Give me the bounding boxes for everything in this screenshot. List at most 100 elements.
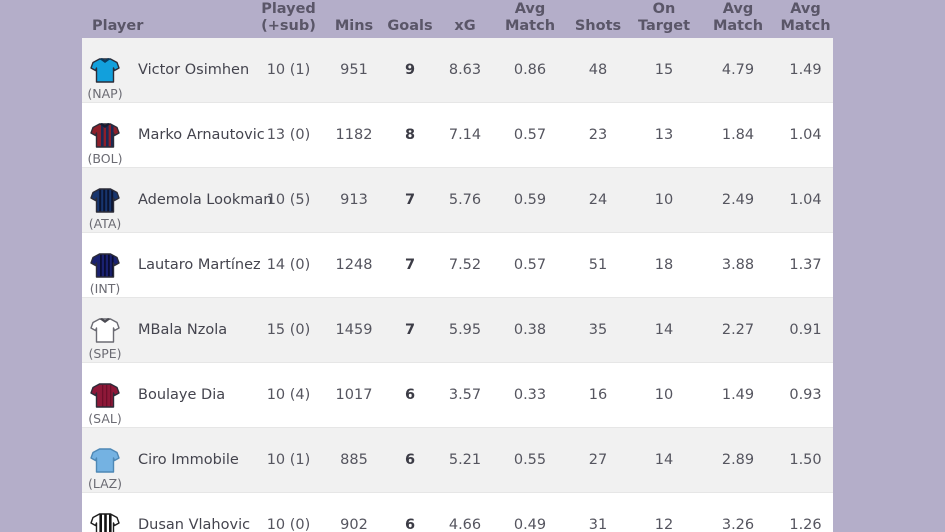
table-row[interactable]: (ATA) Ademola Lookman 10 (5) 913 7 5.76 0.59 24… [82, 168, 833, 233]
table-row[interactable]: (INT) Lautaro Martínez 14 (0) 1248 7 7.52 0.57… [82, 233, 833, 298]
team-code: (LAZ) [87, 476, 123, 491]
player-cell[interactable]: (LAZ) Ciro Immobile [82, 445, 253, 491]
player-name[interactable]: Ademola Lookman [138, 192, 273, 208]
cell-shots_avg: 2.89 [721, 452, 755, 468]
cell-shots_avg: 1.49 [721, 387, 755, 403]
kit-juventus-icon [90, 513, 120, 532]
column-header-line1: Avg [722, 1, 754, 17]
cell-on_target: 12 [654, 517, 674, 532]
player-name[interactable]: Lautaro Martínez [138, 257, 261, 273]
cell-played: 10 (1) [266, 452, 311, 468]
cell-mins: 885 [340, 452, 368, 468]
cell-shots: 48 [588, 62, 608, 78]
team-code: (SPE) [88, 346, 122, 361]
cell-xg: 5.76 [448, 192, 482, 208]
team-kit-wrap: (SPE) [82, 315, 128, 361]
cell-mins: 1017 [335, 387, 373, 403]
column-header-player[interactable]: Player [82, 18, 253, 38]
cell-mins: 1248 [335, 257, 373, 273]
kit-lazio-icon [90, 448, 120, 473]
column-header-line1: Mins [334, 18, 374, 34]
cell-goals: 6 [404, 452, 416, 468]
cell-xg: 8.63 [448, 62, 482, 78]
cell-shots: 27 [588, 452, 608, 468]
player-cell[interactable]: (NAP) Victor Osimhen [82, 55, 253, 101]
player-name[interactable]: Dusan Vlahovic [138, 517, 251, 532]
player-cell[interactable]: (ATA) Ademola Lookman [82, 185, 272, 231]
player-cell[interactable]: (JUV) Dusan Vlahovic [82, 510, 253, 532]
team-kit-wrap: (ATA) [82, 185, 128, 231]
player-cell[interactable]: (INT) Lautaro Martínez [82, 250, 261, 296]
kit-spezia-icon [90, 318, 120, 343]
player-name[interactable]: Marko Arnautovic [138, 127, 265, 143]
player-cell[interactable]: (SAL) Boulaye Dia [82, 380, 253, 426]
cell-on_target_avg: 0.91 [789, 322, 822, 338]
cell-xg: 4.66 [448, 517, 482, 532]
cell-xg_avg: 0.59 [513, 192, 547, 208]
cell-mins: 902 [340, 517, 368, 532]
team-kit-wrap: (INT) [82, 250, 128, 296]
cell-on_target: 18 [654, 257, 674, 273]
cell-shots_avg: 4.79 [721, 62, 755, 78]
team-kit-wrap: (NAP) [82, 55, 128, 101]
column-header-mins[interactable]: Mins [324, 18, 384, 38]
column-header-xg[interactable]: xG [436, 18, 494, 38]
player-name[interactable]: Victor Osimhen [138, 62, 250, 78]
column-header-line2: Match [504, 18, 556, 34]
cell-on_target_avg: 1.26 [789, 517, 822, 532]
table-row[interactable]: (SAL) Boulaye Dia 10 (4) 1017 6 3.57 0.33 16 10 1… [82, 363, 833, 428]
column-header-line1: Per Avg [790, 1, 821, 17]
player-name[interactable]: Boulaye Dia [138, 387, 226, 403]
cell-on_target: 10 [654, 192, 674, 208]
kit-atalanta-icon [90, 188, 120, 213]
cell-played: 14 (0) [266, 257, 311, 273]
table-row[interactable]: (LAZ) Ciro Immobile 10 (1) 885 6 5.21 0.55 27 14… [82, 428, 833, 493]
player-name[interactable]: MBala Nzola [138, 322, 228, 338]
column-header-line1: xG [454, 18, 476, 34]
cell-on_target_avg: 1.49 [789, 62, 822, 78]
player-name[interactable]: Ciro Immobile [138, 452, 239, 468]
team-kit-wrap: (LAZ) [82, 445, 128, 491]
cell-goals: 6 [404, 517, 416, 532]
cell-xg_avg: 0.49 [513, 517, 547, 532]
cell-on_target_avg: 1.04 [789, 127, 822, 143]
column-header-shots[interactable]: Shots [566, 18, 630, 38]
cell-played: 15 (0) [266, 322, 311, 338]
table-row[interactable]: (BOL) Marko Arnautovic 13 (0) 1182 8 7.14 0.57… [82, 103, 833, 168]
column-header-xg_avg_match[interactable]: Avg Match [494, 1, 566, 38]
player-cell[interactable]: (SPE) MBala Nzola [82, 315, 253, 361]
cell-goals: 8 [404, 127, 416, 143]
cell-shots_avg: 1.84 [721, 127, 755, 143]
player-cell[interactable]: (BOL) Marko Arnautovic [82, 120, 265, 166]
table-body[interactable]: (NAP) Victor Osimhen 10 (1) 951 9 8.63 0.86 48 1… [82, 38, 833, 532]
cell-shots: 51 [588, 257, 608, 273]
column-header-line2: (+sub) [261, 18, 316, 34]
cell-xg: 5.21 [448, 452, 482, 468]
cell-shots_avg: 2.27 [721, 322, 755, 338]
team-kit-wrap: (BOL) [82, 120, 128, 166]
team-code: (NAP) [87, 86, 123, 101]
cell-shots: 16 [588, 387, 608, 403]
team-code: (SAL) [88, 411, 122, 426]
cell-xg_avg: 0.38 [513, 322, 547, 338]
column-header-on_target[interactable]: On Target [630, 1, 698, 38]
cell-goals: 6 [404, 387, 416, 403]
kit-salernitana-icon [90, 383, 120, 408]
kit-bologna-icon [90, 123, 120, 148]
cell-goals: 7 [404, 322, 416, 338]
column-header-shots_avg_match[interactable]: Avg Match [698, 1, 778, 38]
column-header-goals[interactable]: Goals [384, 18, 436, 38]
cell-xg_avg: 0.55 [513, 452, 547, 468]
column-header-line1: Player [92, 18, 144, 34]
cell-mins: 1459 [335, 322, 373, 338]
column-header-line2: Target [637, 18, 691, 34]
table-row[interactable]: (JUV) Dusan Vlahovic 10 (0) 902 6 4.66 0.49 31 1… [82, 493, 833, 532]
cell-on_target: 14 [654, 452, 674, 468]
column-header-played[interactable]: Played (+sub) [253, 1, 324, 38]
table-row[interactable]: (SPE) MBala Nzola 15 (0) 1459 7 5.95 0.38 35 14 2… [82, 298, 833, 363]
cell-played: 13 (0) [266, 127, 311, 143]
table-row[interactable]: (NAP) Victor Osimhen 10 (1) 951 9 8.63 0.86 48 1… [82, 38, 833, 103]
cell-mins: 951 [340, 62, 368, 78]
cell-on_target_avg: 1.37 [789, 257, 822, 273]
